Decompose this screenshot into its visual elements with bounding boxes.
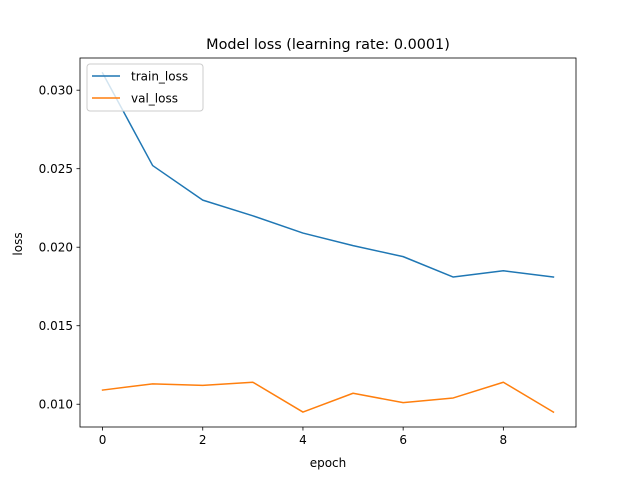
x-tick-label: 0 <box>99 433 107 447</box>
x-tick-label: 8 <box>500 433 508 447</box>
chart-title: Model loss (learning rate: 0.0001) <box>206 37 450 53</box>
x-axis-title: epoch <box>310 456 347 470</box>
legend-label-val_loss: val_loss <box>131 91 178 105</box>
y-tick-label: 0.020 <box>39 241 73 255</box>
y-tick-label: 0.030 <box>39 83 73 97</box>
x-tick-label: 6 <box>399 433 407 447</box>
series-line-val_loss <box>101 381 555 414</box>
y-tick-label: 0.010 <box>39 398 73 412</box>
y-tick-label: 0.015 <box>39 319 73 333</box>
x-tick-label: 4 <box>299 433 307 447</box>
series-line-train_loss <box>101 71 555 278</box>
x-tick-label: 2 <box>199 433 207 447</box>
axes-frame <box>79 57 577 428</box>
y-axis-title: loss <box>11 232 25 255</box>
y-tick-label: 0.025 <box>39 162 73 176</box>
legend-label-train_loss: train_loss <box>131 69 188 83</box>
plot-area: 0 2 4 6 8 0.010 0.015 0.020 0.025 0.030 train_loss… <box>39 57 577 447</box>
